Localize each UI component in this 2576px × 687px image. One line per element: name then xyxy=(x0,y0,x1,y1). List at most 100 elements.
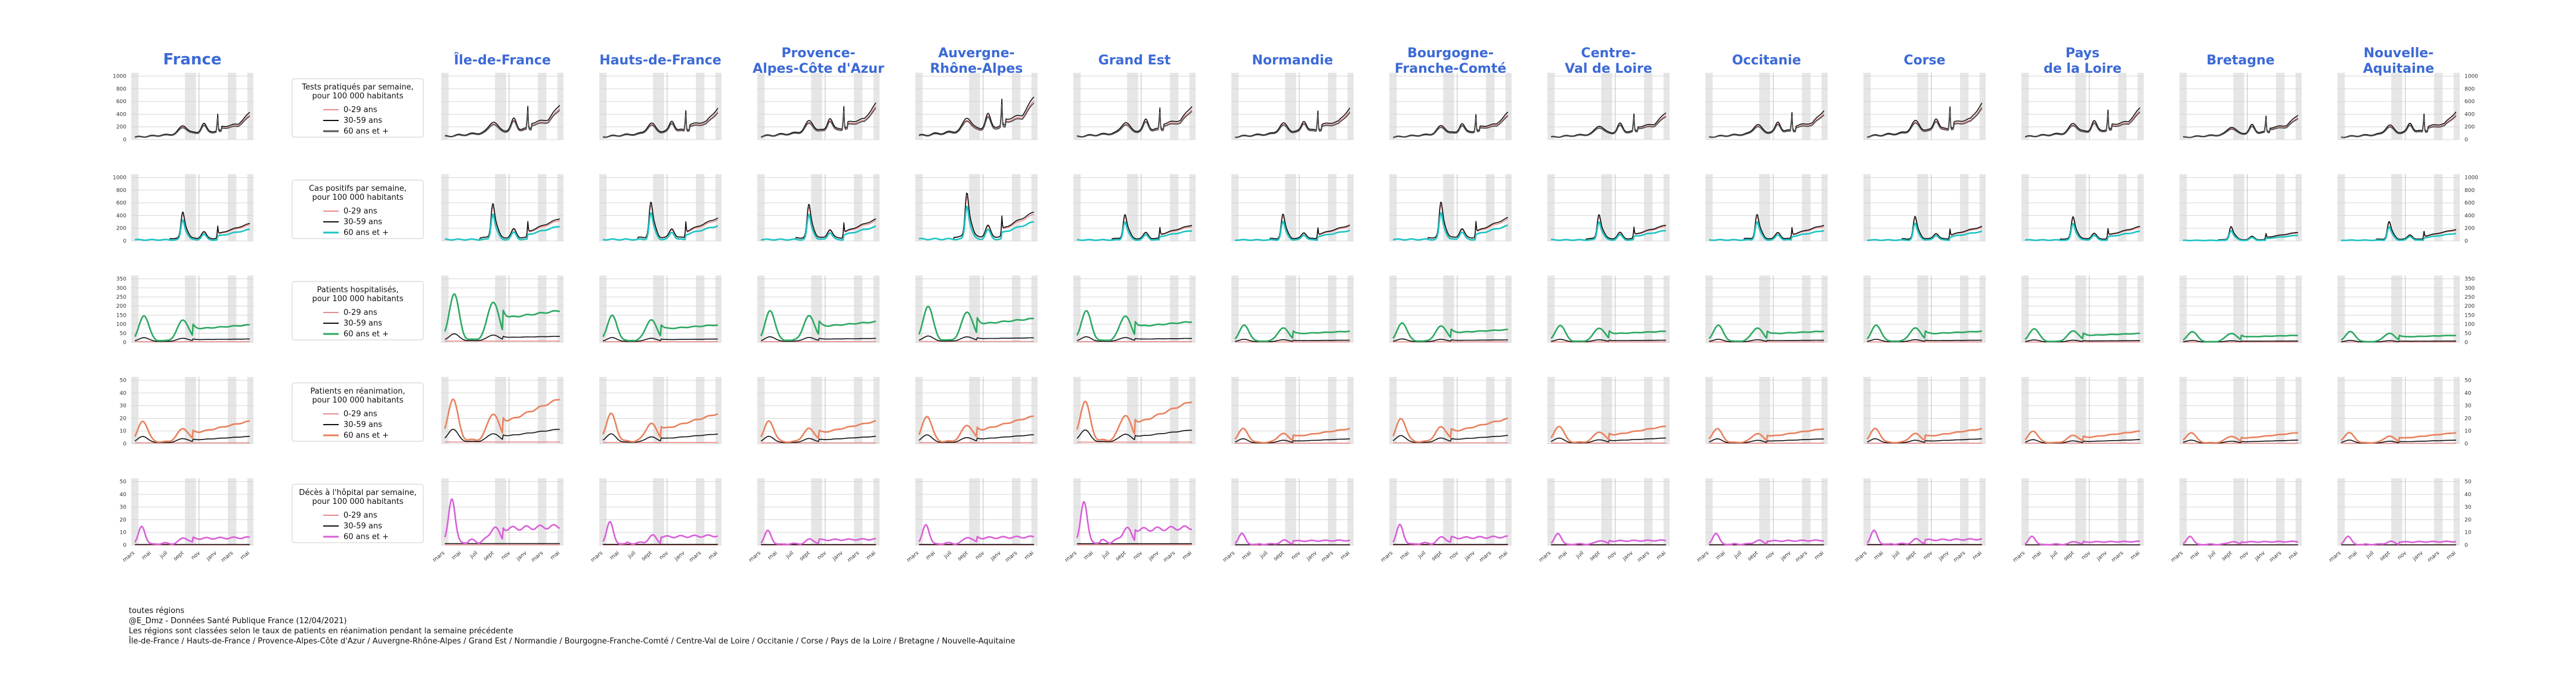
y-tick-label-0: 0 xyxy=(2464,239,2468,245)
lockdown-band-3 xyxy=(1031,478,1038,545)
lockdown-band-0 xyxy=(1863,478,1871,545)
lockdown-band-0 xyxy=(1705,276,1713,342)
lockdown-band-2 xyxy=(537,377,547,444)
lockdown-band-0 xyxy=(1547,174,1555,241)
panel-r4-c9: mars mai juil sept nov janv mars mai xyxy=(1696,478,1828,564)
x-tick-label-0: mars xyxy=(590,550,604,563)
lockdown-band-0 xyxy=(1231,174,1239,241)
panel-r4-c4: mars mai juil sept nov janv mars mai xyxy=(906,478,1038,564)
legend-label-2-0: 0-29 ans xyxy=(343,308,377,317)
lockdown-band-0 xyxy=(131,73,139,140)
x-tick-label-5: janv xyxy=(2095,550,2109,562)
x-tick-label-5: janv xyxy=(1463,550,1476,562)
x-tick-label-6: mars xyxy=(1320,550,1335,563)
y-tick-label-0: 0 xyxy=(2464,340,2468,346)
column-title-6-line-0: Normandie xyxy=(1252,53,1333,68)
series-line-60-ans-et- xyxy=(2341,115,2457,138)
series-line-60-ans-et- xyxy=(1234,533,1351,546)
lockdown-band-1 xyxy=(1285,478,1296,545)
lockdown-band-1 xyxy=(2233,73,2244,140)
column-title-9-line-0: Occitanie xyxy=(1732,53,1801,68)
lockdown-band-1 xyxy=(1127,73,1138,140)
y-tick-label-4: 40 xyxy=(2464,492,2472,498)
lockdown-band-2 xyxy=(695,276,705,342)
series-line-60-ans-et- xyxy=(602,521,719,545)
panel-r3-c5 xyxy=(1073,377,1196,444)
y-tick-label-5: 50 xyxy=(120,479,127,485)
panel-r1-c5 xyxy=(1073,174,1196,242)
y-tick-label-3: 600 xyxy=(116,200,126,206)
lockdown-band-1 xyxy=(1759,377,1770,444)
x-tick-label-0: mars xyxy=(2328,550,2342,563)
lockdown-band-1 xyxy=(2233,276,2244,342)
lockdown-band-0 xyxy=(2337,73,2345,140)
x-tick-label-0: mars xyxy=(122,550,136,563)
panel-r3-c9 xyxy=(1705,377,1828,444)
legend-title-2-0: Patients hospitalisés, xyxy=(317,286,399,295)
x-tick-label-4: nov xyxy=(658,550,670,561)
lockdown-band-2 xyxy=(227,478,237,545)
lockdown-band-2 xyxy=(1011,377,1021,444)
lockdown-band-2 xyxy=(1011,174,1021,241)
x-tick-label-5: janv xyxy=(1621,550,1634,562)
x-tick-label-3: sept xyxy=(172,550,185,562)
lockdown-band-2 xyxy=(2275,276,2285,342)
x-tick-label-4: nov xyxy=(974,550,986,561)
lockdown-band-3 xyxy=(2295,276,2302,342)
panel-r3-c4 xyxy=(915,377,1038,444)
column-title-12-line-0: Bretagne xyxy=(2206,53,2274,68)
panel-r0-c13: 0 200 400 600 800 1000 xyxy=(2337,73,2478,143)
panel-r4-c2: mars mai juil sept nov janv mars mai xyxy=(590,478,722,564)
series-line-60-ans-et- xyxy=(602,412,719,442)
lockdown-band-3 xyxy=(1505,276,1512,342)
panel-r4-c5: mars mai juil sept nov janv mars mai xyxy=(1064,478,1196,564)
panel-r3-c2 xyxy=(599,377,722,444)
lockdown-band-0 xyxy=(1863,174,1871,241)
lockdown-band-3 xyxy=(247,478,253,545)
x-tick-label-2: juil xyxy=(1417,550,1427,561)
series-line-30-59-ans xyxy=(1867,339,1982,342)
panel-r2-c10 xyxy=(1863,276,1986,343)
series-line-60-ans-et- xyxy=(760,310,877,341)
panel-r2-c0: 0 50 100 150 200 250 300 350 xyxy=(116,276,253,346)
lockdown-band-0 xyxy=(2021,174,2029,241)
x-tick-label-3: sept xyxy=(956,550,970,562)
lockdown-band-1 xyxy=(1917,478,1928,545)
lockdown-band-3 xyxy=(2453,174,2460,241)
lockdown-band-3 xyxy=(1189,478,1196,545)
x-tick-label-5: janv xyxy=(673,550,686,562)
lockdown-band-2 xyxy=(1169,276,1179,342)
y-tick-label-2: 400 xyxy=(116,213,126,219)
series-line-60-ans-et- xyxy=(918,305,1035,341)
lockdown-band-2 xyxy=(2433,174,2443,241)
y-tick-label-1: 200 xyxy=(116,125,126,131)
y-tick-label-2: 100 xyxy=(116,322,126,328)
x-tick-label-2: juil xyxy=(159,550,169,561)
legend-label-1-2: 60 ans et + xyxy=(343,228,389,237)
lockdown-band-2 xyxy=(2275,478,2285,545)
lockdown-band-3 xyxy=(1979,276,1986,342)
lockdown-band-0 xyxy=(131,174,139,241)
panel-r2-c13: 0 50 100 150 200 250 300 350 xyxy=(2337,276,2475,346)
lockdown-band-2 xyxy=(227,377,237,444)
lockdown-band-3 xyxy=(1189,276,1196,342)
y-tick-label-3: 150 xyxy=(2464,312,2475,318)
lockdown-band-1 xyxy=(1601,377,1612,444)
x-tick-label-0: mars xyxy=(1854,550,1868,563)
x-tick-label-2: juil xyxy=(1575,550,1585,561)
lockdown-band-0 xyxy=(1073,174,1081,241)
series-line-30-59-ans xyxy=(1234,438,1350,444)
lockdown-band-3 xyxy=(2453,478,2460,545)
y-tick-label-5: 1000 xyxy=(113,175,126,181)
lockdown-band-2 xyxy=(1643,73,1653,140)
lockdown-band-0 xyxy=(1389,377,1397,444)
series-line-60-ans-et- xyxy=(2340,432,2457,444)
lockdown-band-2 xyxy=(2117,276,2127,342)
panel-r3-c0: 0 10 20 30 40 50 xyxy=(120,377,253,447)
y-tick-label-5: 250 xyxy=(2464,295,2475,301)
lockdown-band-3 xyxy=(247,174,253,241)
lockdown-band-2 xyxy=(227,174,237,241)
y-tick-label-5: 1000 xyxy=(2464,74,2478,80)
panel-r1-c3 xyxy=(757,174,880,242)
series-line-60-ans-et- xyxy=(135,219,250,242)
